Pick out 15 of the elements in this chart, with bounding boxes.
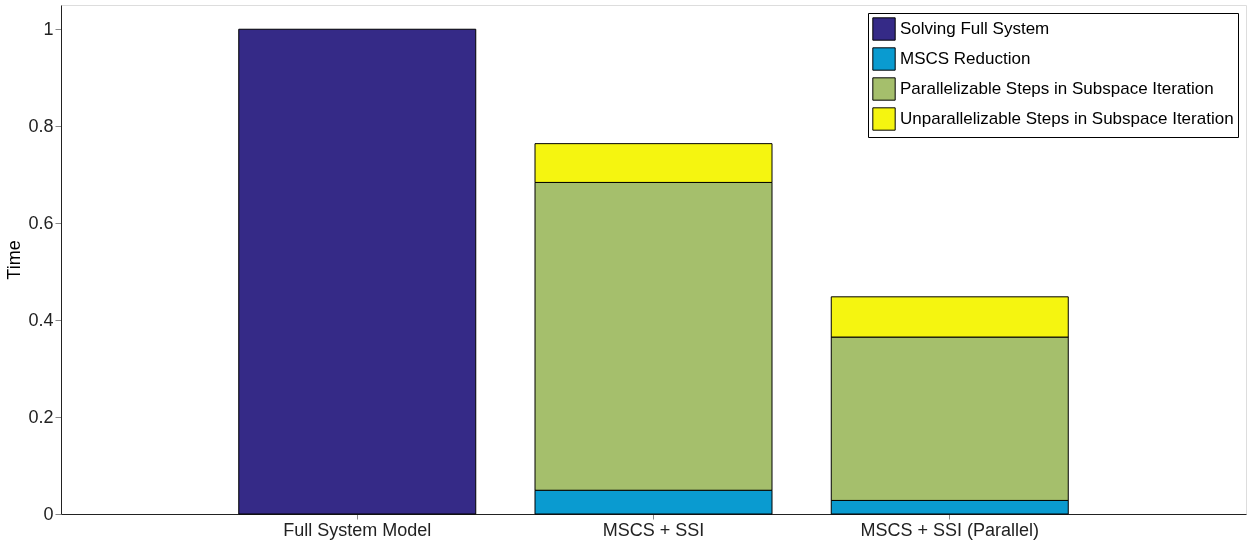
x-tick-label: MSCS + SSI (Parallel) [860, 519, 1040, 540]
legend-label: Parallelizable Steps in Subspace Iteration [900, 79, 1214, 98]
y-tick-label: 0.8 [28, 115, 54, 136]
y-tick-label: 0 [43, 503, 54, 524]
y-tick-label: 0.6 [28, 212, 54, 233]
x-tick-label: Full System Model [283, 519, 432, 540]
y-tick-label: 0.2 [28, 406, 54, 427]
legend-label: Solving Full System [900, 19, 1050, 38]
legend-label: MSCS Reduction [900, 49, 1031, 68]
y-tick-label: 0.4 [28, 309, 54, 330]
y-axis-title: Time [4, 240, 25, 280]
x-tick-label: MSCS + SSI [602, 519, 705, 540]
bar [238, 28, 477, 515]
y-tick-label: 1 [43, 18, 54, 39]
legend-label: Unparallelizable Steps in Subspace Iteration [900, 109, 1234, 128]
